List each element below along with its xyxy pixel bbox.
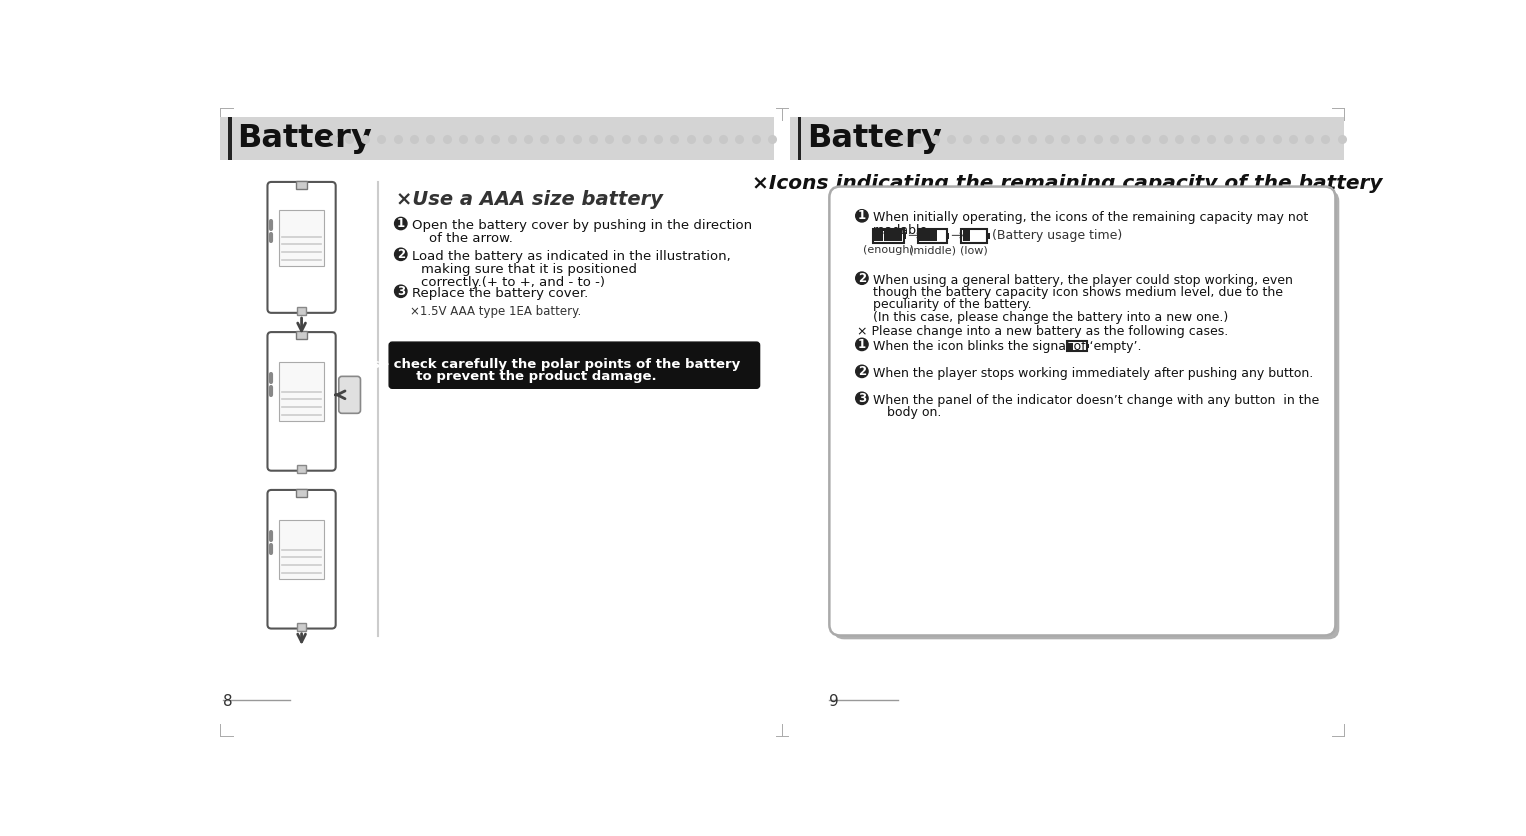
Text: readable.: readable. [873,223,932,237]
FancyBboxPatch shape [267,490,336,629]
Text: 9: 9 [829,694,838,709]
Bar [917,229,948,242]
Circle shape [395,285,407,298]
Text: (low): (low) [960,245,989,255]
Text: When the panel of the indicator doesn’t change with any button  in the: When the panel of the indicator doesn’t … [873,394,1318,406]
Text: Replace the battery cover.: Replace the battery cover. [412,287,588,299]
Bar [1068,343,1073,349]
FancyBboxPatch shape [833,191,1340,640]
Bar [987,233,990,238]
Bar [1087,344,1090,349]
Bar [948,233,949,238]
Bar [903,233,906,238]
Bar [220,117,774,161]
Bar [873,229,903,242]
Circle shape [856,392,868,405]
FancyBboxPatch shape [389,342,760,388]
Bar [296,331,307,339]
Bar [874,231,884,242]
Text: 1: 1 [397,217,404,230]
Text: peculiarity of the battery.: peculiarity of the battery. [873,298,1032,311]
Bar [279,211,324,266]
Circle shape [856,272,868,284]
Text: ×Icons indicating the remaining capacity of the battery: ×Icons indicating the remaining capacity… [752,174,1383,193]
Circle shape [856,365,868,378]
Text: 1: 1 [858,338,865,351]
Bar [296,181,307,189]
Text: 3: 3 [397,285,404,298]
Bar [928,231,937,242]
Text: correctly.(+ to +, and - to -): correctly.(+ to +, and - to -) [421,276,604,289]
FancyBboxPatch shape [267,332,336,471]
FancyBboxPatch shape [339,376,360,413]
Text: 3: 3 [858,392,865,405]
Circle shape [856,210,868,222]
Text: of the arrow.: of the arrow. [429,232,513,245]
Circle shape [395,248,407,261]
Text: (enough): (enough) [862,245,914,255]
Text: making sure that it is positioned: making sure that it is positioned [421,263,636,276]
Text: →: → [906,228,920,243]
Bar [1067,341,1087,351]
Text: When using a general battery, the player could stop working, even: When using a general battery, the player… [873,273,1293,287]
Text: Battery: Battery [807,124,942,155]
Text: though the battery capacity icon shows medium level, due to the: though the battery capacity icon shows m… [873,286,1283,299]
Bar [227,117,232,161]
Text: body on.: body on. [887,406,942,419]
Text: × Please check carefully the polar points of the battery: × Please check carefully the polar point… [324,358,740,371]
Bar [279,520,324,579]
Text: ×1.5V AAA type 1EA battery.: ×1.5V AAA type 1EA battery. [410,305,581,319]
Bar [298,308,307,315]
Text: Battery: Battery [237,124,372,155]
Bar [884,231,893,242]
Circle shape [395,217,407,230]
Bar [790,117,1344,161]
Text: (In this case, please change the battery into a new one.): (In this case, please change the battery… [873,310,1228,324]
Text: When initially operating, the icons of the remaining capacity may not: When initially operating, the icons of t… [873,212,1308,224]
Text: 1: 1 [858,209,865,222]
Text: When the player stops working immediately after pushing any button.: When the player stops working immediatel… [873,367,1312,380]
Text: Load the battery as indicated in the illustration,: Load the battery as indicated in the ill… [412,250,731,263]
Bar [296,489,307,497]
Text: →: → [951,228,963,243]
Bar [298,466,307,473]
Circle shape [856,339,868,350]
FancyBboxPatch shape [829,186,1335,635]
Bar [919,231,928,242]
Bar [279,362,324,421]
Text: When the icon blinks the signal of ‘empty’.: When the icon blinks the signal of ‘empt… [873,339,1141,353]
Text: (middle): (middle) [909,245,955,255]
Text: Open the battery cover by pushing in the direction: Open the battery cover by pushing in the… [412,219,752,232]
Bar [893,231,902,242]
Text: ×Use a AAA size battery: ×Use a AAA size battery [397,190,664,209]
FancyBboxPatch shape [267,182,336,313]
Text: 8: 8 [223,694,233,709]
Text: (Battery usage time): (Battery usage time) [992,229,1122,242]
Bar [298,623,307,631]
Text: × Please change into a new battery as the following cases.: × Please change into a new battery as th… [858,325,1228,338]
Bar [961,229,987,242]
Text: 2: 2 [858,272,865,285]
Text: 2: 2 [397,247,404,261]
Bar [798,117,801,161]
Bar [963,231,971,242]
Text: to prevent the product damage.: to prevent the product damage. [407,370,656,383]
Text: 2: 2 [858,364,865,378]
